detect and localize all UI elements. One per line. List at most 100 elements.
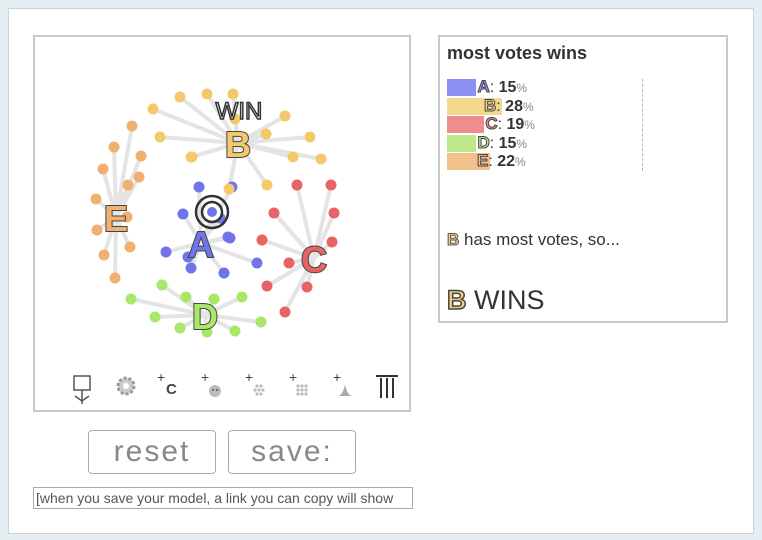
settings-gear-icon[interactable] <box>113 372 141 402</box>
voter-dot <box>279 110 291 122</box>
voter-link <box>237 135 311 145</box>
simulation-canvas[interactable]: A B C D E WIN + C + + + + <box>33 35 411 412</box>
voter-dot <box>260 128 272 140</box>
voter-tool-icon[interactable] <box>69 372 97 404</box>
add-voter-icon[interactable]: + <box>199 372 227 402</box>
voter-dot <box>328 207 340 219</box>
voter-dot <box>201 88 213 100</box>
voter-dot <box>108 141 120 153</box>
voter-link <box>190 141 239 159</box>
voter-link <box>178 95 240 145</box>
voter-dot <box>218 267 230 279</box>
voter-link <box>283 257 316 313</box>
voter-dot <box>223 183 235 195</box>
voter-dot <box>149 311 161 323</box>
candidate-letter: D <box>477 132 490 152</box>
voter-dot <box>180 291 192 303</box>
voter-dot <box>126 120 138 132</box>
sim-toolbar: + C + + + + <box>35 372 409 406</box>
save-link-field[interactable] <box>33 487 413 509</box>
message-letter: B <box>446 230 460 250</box>
separator: : <box>497 116 507 133</box>
voter-link <box>130 297 206 317</box>
voter-link <box>114 216 132 248</box>
voter-dot <box>185 151 197 163</box>
voter-dot <box>268 207 280 219</box>
voter-dot <box>224 232 236 244</box>
candidate-letter: C <box>485 114 498 133</box>
percent-sign: % <box>524 118 535 132</box>
vote-bar <box>447 153 491 170</box>
vote-bar <box>447 134 477 152</box>
voter-link <box>312 212 336 259</box>
svg-text:+: + <box>245 372 253 385</box>
voter-dot <box>261 280 273 292</box>
voter-link <box>154 313 206 319</box>
add-distribution-icon[interactable]: + <box>331 372 359 402</box>
vote-value: 15 <box>498 134 517 152</box>
vote-bar <box>447 97 502 115</box>
vote-label: D: 15% <box>477 132 528 153</box>
voter-dot <box>291 179 303 191</box>
voter-link <box>272 211 316 260</box>
candidate-letter: B <box>483 95 497 115</box>
candidate-letter: E <box>476 151 489 170</box>
percent-sign: % <box>516 81 528 95</box>
voter-dot <box>304 131 316 143</box>
separator: : <box>489 79 499 96</box>
voter-dot <box>91 224 103 236</box>
percent-sign: % <box>516 136 528 151</box>
reset-button[interactable]: reset <box>88 430 216 474</box>
save-button[interactable]: save: <box>228 430 356 474</box>
add-candidate-letter: C <box>166 381 177 398</box>
add-voter-group-icon[interactable]: + <box>243 372 271 402</box>
voter-dot <box>124 241 136 253</box>
voter-dot <box>98 249 110 261</box>
voter-link <box>236 141 269 187</box>
voter-link <box>312 184 333 259</box>
voter-link <box>204 313 236 333</box>
voter-dot <box>154 131 166 143</box>
vote-value: 19 <box>506 116 525 133</box>
voter-link <box>295 184 316 259</box>
voter-dot <box>227 88 239 100</box>
voter-dot <box>279 306 291 318</box>
voter-link <box>204 313 262 324</box>
drag-target-icon <box>194 194 230 230</box>
voter-link <box>200 241 258 265</box>
winner-letter: B <box>446 284 467 316</box>
voter-dot <box>229 113 241 125</box>
results-title: most votes wins <box>447 43 588 63</box>
vote-value: 22 <box>497 153 516 170</box>
message-text: has most votes, so... <box>459 230 620 249</box>
voter-link <box>114 176 141 218</box>
voter-dot <box>301 281 313 293</box>
columns-icon[interactable] <box>373 372 401 402</box>
voter-network[interactable]: A B C D E WIN <box>35 37 409 410</box>
voter-dot <box>185 262 197 274</box>
add-candidate-icon[interactable]: + C <box>155 372 183 402</box>
candidate-d: D <box>192 296 218 337</box>
voter-link <box>237 141 294 159</box>
voter-dot <box>182 251 194 263</box>
voter-link <box>113 216 118 279</box>
voter-dot <box>255 316 267 328</box>
voter-link <box>181 212 203 245</box>
drag-target-dot <box>207 207 217 217</box>
voter-dot <box>125 293 137 305</box>
voter-dot <box>326 236 338 248</box>
add-voter-grid-icon[interactable]: + <box>287 372 315 402</box>
voter-dot <box>97 163 109 175</box>
voter-link <box>101 168 118 218</box>
voter-link <box>261 238 315 260</box>
voter-link <box>112 146 118 218</box>
voter-link <box>199 241 226 275</box>
voter-dot <box>251 257 263 269</box>
svg-text:+: + <box>333 372 341 385</box>
voter-dot <box>325 179 337 191</box>
voter-link <box>114 125 134 218</box>
voter-dot <box>208 293 220 305</box>
separator: : <box>488 153 498 170</box>
half-marker <box>642 79 643 171</box>
win-label: WIN <box>216 98 263 125</box>
